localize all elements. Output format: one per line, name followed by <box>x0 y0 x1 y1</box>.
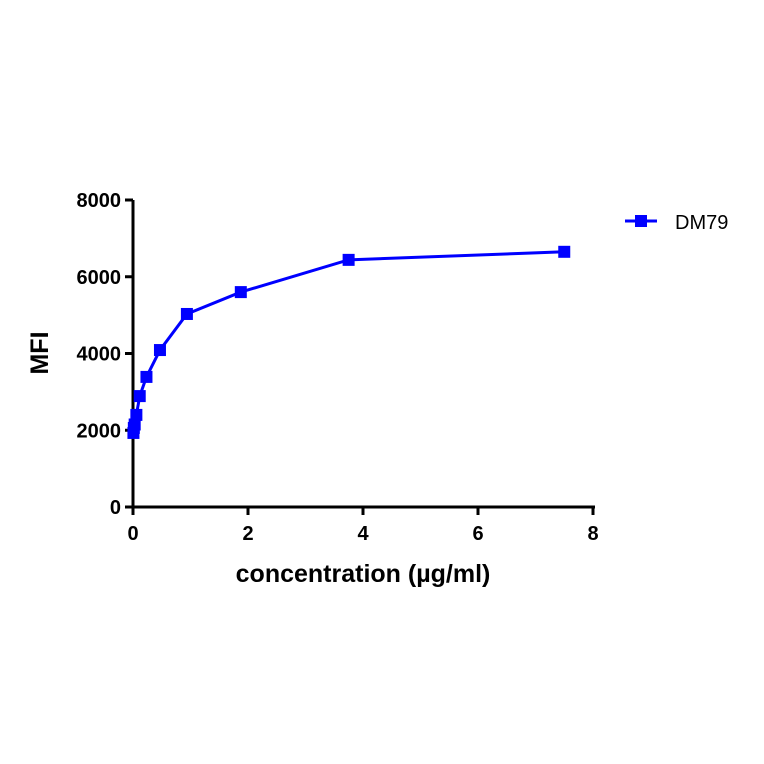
x-tick-label: 6 <box>472 523 483 545</box>
y-ticks: 0 2000 4000 6000 8000 <box>77 190 133 519</box>
series-dm79 <box>127 245 571 439</box>
data-point-marker <box>153 344 166 357</box>
data-point-marker <box>128 418 141 431</box>
x-axis-label: concentration (µg/ml) <box>236 560 491 588</box>
data-point-marker <box>342 253 355 266</box>
x-tick-label: 2 <box>242 523 253 545</box>
data-point-marker <box>234 286 247 299</box>
y-tick-label: 8000 <box>77 190 122 212</box>
data-point-marker <box>140 370 153 383</box>
x-ticks: 0 2 4 6 8 <box>127 507 599 545</box>
data-point-marker <box>130 408 143 421</box>
x-tick-label: 4 <box>357 523 369 545</box>
x-tick-label: 8 <box>587 523 598 545</box>
legend-square-marker-icon <box>635 215 647 227</box>
y-axis-label: MFI <box>26 331 54 374</box>
series-line <box>131 250 565 434</box>
data-point-marker <box>180 307 193 320</box>
x-tick-label: 0 <box>127 523 138 545</box>
data-point-marker <box>558 245 571 258</box>
legend: DM79 <box>625 212 728 234</box>
y-tick-label: 2000 <box>77 420 122 442</box>
y-tick-label: 0 <box>110 497 121 519</box>
data-point-marker <box>133 390 146 403</box>
y-tick-label: 4000 <box>77 344 122 366</box>
y-tick-label: 6000 <box>77 267 122 289</box>
axes <box>131 200 595 509</box>
legend-label: DM79 <box>675 212 728 234</box>
